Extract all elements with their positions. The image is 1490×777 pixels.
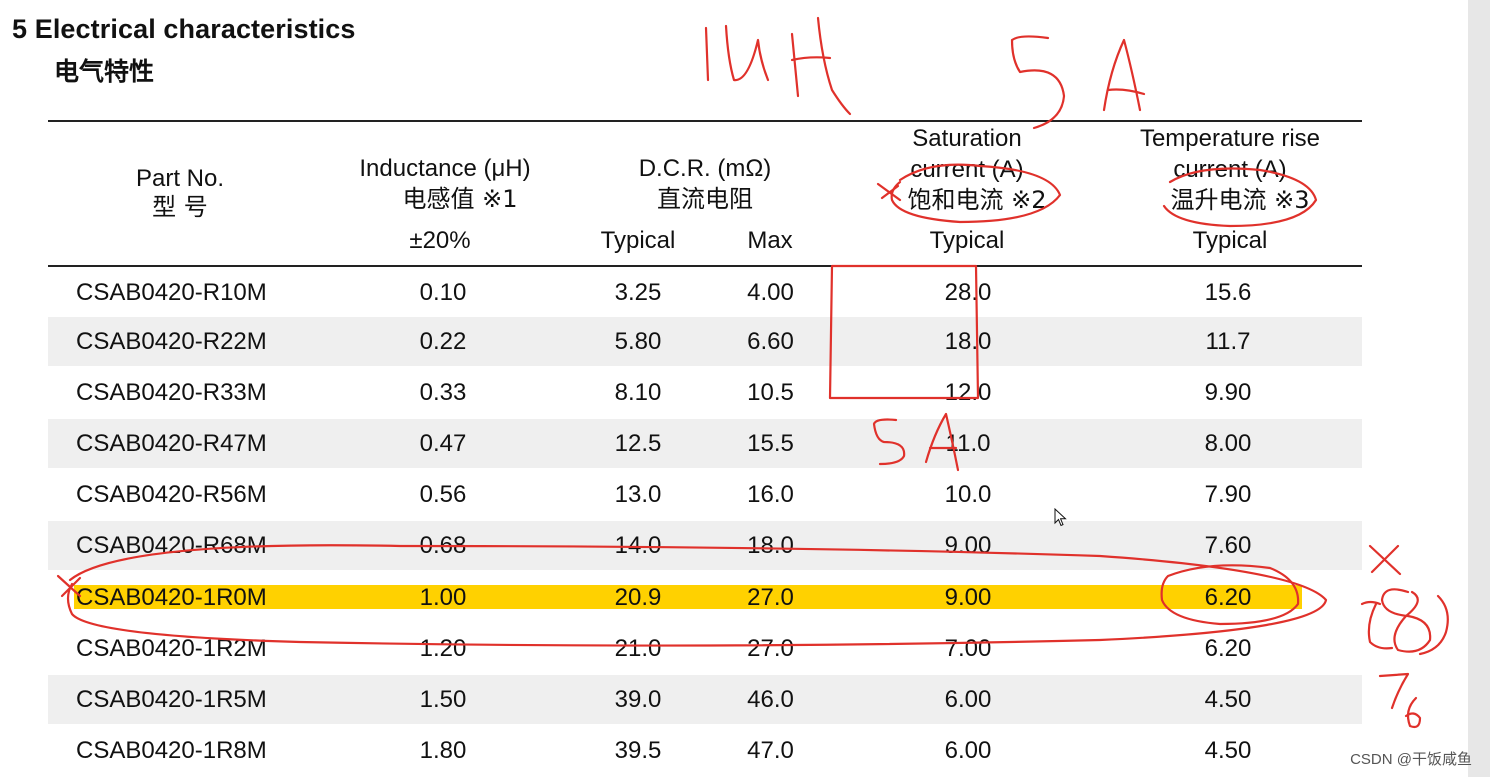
- cell-saturation: 11.0: [945, 430, 991, 457]
- cell-dcr-max: 27.0: [747, 584, 794, 611]
- cell-dcr-typical: 8.10: [614, 379, 662, 406]
- cell-part: CSAB0420-R22M: [76, 328, 267, 355]
- cell-part: CSAB0420-1R0M: [76, 584, 267, 611]
- cell-part: CSAB0420-R10M: [76, 279, 267, 306]
- table-row: CSAB0420-1R5M 1.50 39.0 46.0 6.00 4.50: [48, 675, 1362, 724]
- cell-temperature: 4.50: [1204, 737, 1252, 764]
- header-temperature-typical: Typical: [1192, 227, 1268, 254]
- cell-temperature: 15.6: [1204, 279, 1252, 306]
- header-dcr-en: D.C.R. (mΩ): [638, 155, 772, 182]
- header-dcr-max: Max: [747, 227, 793, 254]
- header-part-zh: 型 号: [152, 193, 208, 221]
- header-inductance: Inductance (μH) 电感值 ※1: [330, 154, 560, 214]
- header-temperature: Temperature rise current (A) 温升电流 ※3 Typ…: [1110, 123, 1350, 256]
- cell-dcr-typical: 21.0: [614, 635, 662, 662]
- cell-dcr-max: 27.0: [747, 635, 794, 662]
- cell-dcr-typical: 20.9: [614, 584, 662, 611]
- table-row: CSAB0420-R33M 0.33 8.10 10.5 12.0 9.90: [48, 368, 1362, 417]
- cell-part: CSAB0420-1R2M: [76, 635, 267, 662]
- cell-part: CSAB0420-R47M: [76, 430, 267, 457]
- table-header-rule: [48, 265, 1362, 267]
- cell-dcr-max: 47.0: [747, 737, 794, 764]
- table-row: CSAB0420-1R2M 1.20 21.0 27.0 7.00 6.20: [48, 624, 1362, 673]
- cell-dcr-max: 18.0: [747, 532, 794, 559]
- header-saturation-en2: current (A): [910, 156, 1024, 183]
- header-inductance-en: Inductance (μH): [359, 155, 531, 182]
- cell-dcr-max: 6.60: [747, 328, 794, 355]
- cell-saturation: 6.00: [944, 686, 992, 713]
- cell-part: CSAB0420-R68M: [76, 532, 267, 559]
- cell-inductance: 0.68: [419, 532, 467, 559]
- table-top-rule: [48, 120, 1362, 122]
- cell-temperature: 9.90: [1204, 379, 1252, 406]
- header-saturation-zh: 饱和电流 ※2: [907, 186, 1047, 214]
- cell-temperature: 8.00: [1204, 430, 1252, 457]
- cell-saturation: 12.0: [944, 379, 992, 406]
- cell-inductance: 1.50: [419, 686, 467, 713]
- header-temperature-en1: Temperature rise: [1139, 125, 1321, 152]
- header-dcr-zh: 直流电阻: [657, 185, 753, 213]
- table-row: CSAB0420-R47M 0.47 12.5 15.5 11.0 8.00: [48, 419, 1362, 468]
- cell-inductance: 1.80: [419, 737, 467, 764]
- cell-temperature: 7.60: [1204, 532, 1252, 559]
- cell-saturation: 7.00: [944, 635, 992, 662]
- header-temperature-zh: 温升电流 ※3: [1170, 186, 1310, 214]
- cell-inductance: 0.47: [419, 430, 467, 457]
- table-row-highlighted: CSAB0420-1R0M 1.00 20.9 27.0 9.00 6.20: [48, 573, 1362, 622]
- header-part-en: Part No.: [135, 165, 225, 192]
- table-row: CSAB0420-R10M 0.10 3.25 4.00 28.0 15.6: [48, 268, 1362, 317]
- cell-part: CSAB0420-R56M: [76, 481, 267, 508]
- cell-dcr-max: 46.0: [747, 686, 794, 713]
- cell-part: CSAB0420-R33M: [76, 379, 267, 406]
- cell-saturation: 10.0: [944, 481, 992, 508]
- cell-inductance: 0.33: [419, 379, 467, 406]
- cell-dcr-typical: 39.5: [614, 737, 662, 764]
- header-saturation-en1: Saturation: [912, 125, 1022, 152]
- cell-dcr-typical: 5.80: [614, 328, 662, 355]
- header-temperature-en2: current (A): [1173, 156, 1287, 183]
- mouse-cursor-icon: [1054, 508, 1067, 527]
- cell-dcr-typical: 3.25: [614, 279, 662, 306]
- cell-dcr-max: 16.0: [747, 481, 794, 508]
- cell-inductance: 0.10: [419, 279, 467, 306]
- cell-part: CSAB0420-1R5M: [76, 686, 267, 713]
- cell-temperature: 6.20: [1204, 635, 1252, 662]
- cell-temperature: 11.7: [1205, 328, 1251, 355]
- scrollbar[interactable]: [1468, 0, 1490, 777]
- cell-inductance: 0.22: [419, 328, 467, 355]
- cell-dcr-typical: 12.5: [614, 430, 662, 457]
- table-row: CSAB0420-R56M 0.56 13.0 16.0 10.0 7.90: [48, 470, 1362, 519]
- table-row: CSAB0420-R22M 0.22 5.80 6.60 18.0 11.7: [48, 317, 1362, 366]
- cell-dcr-typical: 39.0: [614, 686, 662, 713]
- cell-temperature: 7.90: [1204, 481, 1252, 508]
- cell-dcr-typical: 14.0: [614, 532, 662, 559]
- cell-saturation: 9.00: [944, 584, 992, 611]
- header-dcr: D.C.R. (mΩ) 直流电阻: [600, 154, 810, 214]
- cell-temperature: 6.20: [1204, 584, 1252, 611]
- cell-dcr-typical: 13.0: [614, 481, 662, 508]
- header-saturation-typical: Typical: [929, 227, 1005, 254]
- cell-saturation: 18.0: [944, 328, 992, 355]
- cell-dcr-max: 10.5: [747, 379, 794, 406]
- cell-part: CSAB0420-1R8M: [76, 737, 267, 764]
- section-title: 5 Electrical characteristics: [12, 14, 356, 44]
- cell-dcr-max: 4.00: [747, 279, 794, 306]
- section-subtitle: 电气特性: [54, 57, 155, 86]
- watermark: CSDN @干饭咸鱼: [1350, 751, 1472, 768]
- cell-temperature: 4.50: [1204, 686, 1252, 713]
- cell-saturation: 28.0: [944, 279, 992, 306]
- cell-inductance: 0.56: [419, 481, 467, 508]
- header-inductance-tol: ±20%: [409, 227, 471, 254]
- header-part: Part No. 型 号: [100, 165, 260, 221]
- header-inductance-zh: 电感值 ※1: [402, 185, 518, 213]
- cell-saturation: 6.00: [944, 737, 992, 764]
- cell-saturation: 9.00: [944, 532, 992, 559]
- cell-inductance: 1.20: [419, 635, 467, 662]
- cell-dcr-max: 15.5: [747, 430, 794, 457]
- cell-inductance: 1.00: [419, 584, 467, 611]
- header-saturation: Saturation current (A) 饱和电流 ※2 Typical: [850, 123, 1084, 256]
- header-dcr-typical: Typical: [600, 227, 676, 254]
- table-row: CSAB0420-1R8M 1.80 39.5 47.0 6.00 4.50: [48, 726, 1362, 775]
- table-row: CSAB0420-R68M 0.68 14.0 18.0 9.00 7.60: [48, 521, 1362, 570]
